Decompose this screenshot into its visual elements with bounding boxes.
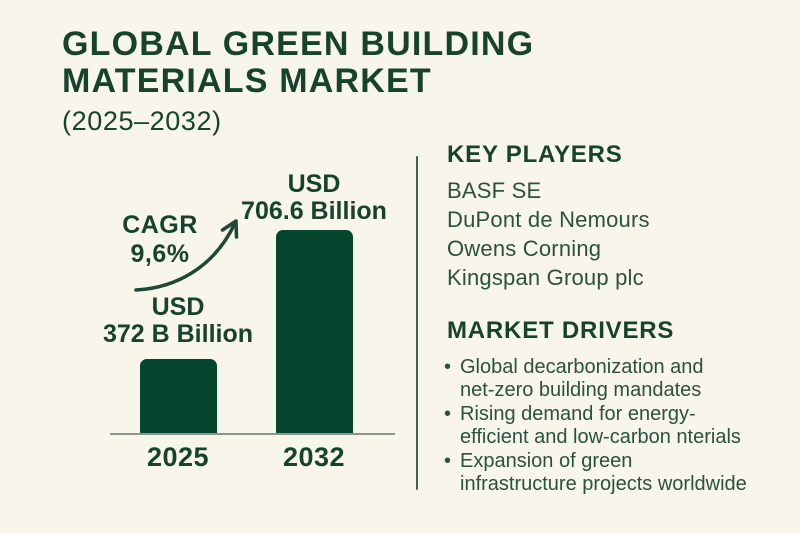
bar-value-label-2025: USD 372 B Billion — [83, 294, 273, 348]
market-driver-item: • Rising demand for energy- efficient an… — [444, 403, 789, 449]
bar-value-label-2032-line1: USD — [287, 170, 341, 198]
market-drivers-list: • Global decarbonization and net-zero bu… — [444, 356, 789, 497]
market-driver-item: • Expansion of green infrastructure proj… — [444, 450, 789, 496]
bullet-icon: • — [444, 450, 452, 472]
bar-2025 — [140, 359, 217, 434]
key-player-item: Owens Corning — [447, 236, 602, 261]
market-driver-line1: Global decarbonization and — [460, 356, 704, 378]
key-player-item: Kingspan Group plc — [447, 265, 644, 290]
key-players-list: BASF SE DuPont de Nemours Owens Corning … — [447, 176, 650, 292]
cagr-annotation-line2: 9,6% — [130, 240, 190, 268]
key-player-item: BASF SE — [447, 178, 542, 203]
page-title: GLOBAL GREEN BUILDING MATERIALS MARKET — [62, 26, 534, 100]
key-player-item: DuPont de Nemours — [447, 207, 650, 232]
page-subtitle: (2025–2032) — [62, 106, 222, 136]
x-axis-tick-2032: 2032 — [282, 442, 346, 472]
bar-value-label-2032-line2: 706.6 Billion — [241, 197, 387, 225]
market-driver-line2: net-zero building mandates — [460, 379, 702, 401]
page-title-line2: MATERIALS MARKET — [62, 62, 432, 100]
cagr-annotation: CAGR 9,6% — [100, 211, 220, 269]
bullet-icon: • — [444, 403, 452, 425]
market-driver-line2: infrastructure projects worldwide — [460, 473, 747, 495]
key-players-heading: KEY PLAYERS — [447, 141, 623, 168]
x-axis-tick-2025: 2025 — [146, 442, 210, 472]
market-driver-line1: Expansion of green — [460, 450, 633, 472]
bar-value-label-2025-line2: 372 B Billion — [102, 320, 254, 348]
market-driver-line2: efficient and low-carbon nterials — [460, 426, 741, 448]
cagr-annotation-line1: CAGR — [122, 211, 198, 239]
section-divider — [416, 156, 418, 490]
bullet-icon: • — [444, 356, 452, 378]
page-title-line1: GLOBAL GREEN BUILDING — [62, 25, 535, 63]
market-drivers-heading: MARKET DRIVERS — [447, 317, 675, 344]
bar-value-label-2025-line1: USD — [151, 293, 205, 321]
bar-value-label-2032: USD 706.6 Billion — [219, 171, 409, 225]
market-driver-item: • Global decarbonization and net-zero bu… — [444, 356, 789, 402]
market-driver-text: Global decarbonization and net-zero buil… — [460, 356, 704, 402]
market-driver-text: Rising demand for energy- efficient and … — [460, 403, 741, 449]
bar-2032 — [276, 230, 353, 434]
market-driver-line1: Rising demand for energy- — [460, 403, 696, 425]
market-driver-text: Expansion of green infrastructure projec… — [460, 450, 747, 496]
x-axis-line — [110, 433, 395, 435]
